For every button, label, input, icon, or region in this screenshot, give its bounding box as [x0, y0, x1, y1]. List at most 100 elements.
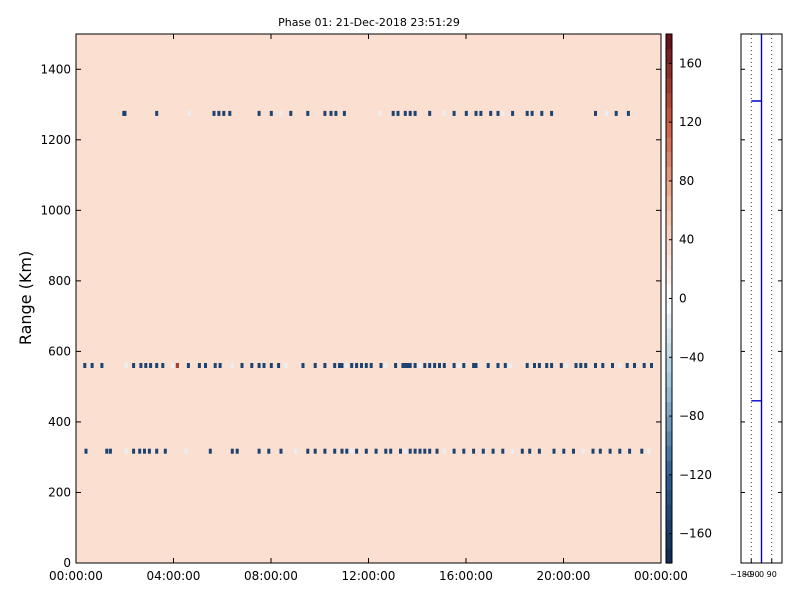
- heatmap-cell: [423, 363, 427, 368]
- heatmap-cell: [457, 363, 461, 368]
- heatmap-cell: [277, 363, 281, 368]
- heatmap-cell: [323, 448, 327, 454]
- colorbar-segment: [666, 342, 672, 358]
- colorbar-segment: [666, 401, 672, 417]
- heatmap-cell: [155, 363, 159, 368]
- colorbar-segment: [666, 180, 672, 197]
- heatmap-cell: [294, 448, 298, 454]
- colorbar-segment: [666, 239, 672, 255]
- heatmap-cell: [491, 448, 495, 454]
- y-tick-label: 600: [48, 344, 71, 358]
- heatmap-cell: [338, 363, 341, 368]
- heatmap-cell: [257, 363, 261, 368]
- colorbar-segment: [666, 313, 672, 329]
- colorbar-segment: [666, 136, 672, 153]
- heatmap-cell: [503, 363, 507, 368]
- heatmap-cell: [228, 110, 232, 116]
- heatmap-cell: [329, 110, 333, 116]
- colorbar-segment: [666, 210, 672, 226]
- heatmap-cell: [413, 448, 417, 454]
- heatmap-cell: [212, 110, 216, 116]
- heatmap-cell: [520, 448, 524, 454]
- colorbar-tick-label: −80: [679, 409, 704, 423]
- chart-title: Phase 01: 21-Dec-2018 23:51:29: [278, 16, 460, 29]
- heatmap-cell: [479, 110, 483, 116]
- heatmap-cell: [355, 448, 359, 454]
- heatmap-cell: [562, 448, 566, 454]
- heatmap-cell: [284, 363, 288, 368]
- heatmap-cell: [403, 110, 407, 116]
- colorbar-tick-label: 80: [679, 174, 694, 188]
- heatmap-cell: [333, 363, 337, 368]
- heatmap-cell: [423, 448, 427, 454]
- heatmap-cell: [403, 448, 407, 454]
- heatmap-cell: [508, 363, 512, 368]
- x-tick-label: 00:00:00: [49, 569, 103, 583]
- colorbar-segment: [666, 504, 672, 520]
- heatmap-cell: [530, 110, 534, 116]
- colorbar-segment: [666, 357, 672, 373]
- heatmap-cell: [559, 363, 563, 368]
- heatmap-cell: [147, 448, 151, 454]
- y-tick-label: 800: [48, 274, 71, 288]
- heatmap-cell: [257, 448, 261, 454]
- heatmap-cell: [217, 110, 221, 116]
- heatmap-cell: [240, 363, 244, 368]
- y-tick-label: 200: [48, 485, 71, 499]
- heatmap-cell: [511, 110, 515, 116]
- heatmap-cell: [132, 448, 136, 454]
- heatmap-cell: [501, 448, 505, 454]
- heatmap-cell: [108, 448, 112, 454]
- heatmap-cell: [364, 448, 368, 454]
- heatmap-cell: [642, 363, 646, 368]
- heatmap-cell: [428, 110, 432, 116]
- heatmap-cell: [496, 363, 500, 368]
- colorbar-tick-label: 0: [679, 292, 687, 306]
- heatmap-cell: [511, 448, 515, 454]
- heatmap-cell: [628, 448, 632, 454]
- heatmap-cell: [313, 363, 317, 368]
- heatmap-cell: [406, 363, 410, 368]
- heatmap-cell: [581, 448, 585, 454]
- colorbar-tick-label: −160: [679, 527, 712, 541]
- heatmap-cell: [550, 363, 554, 368]
- heatmap-cell: [340, 448, 344, 454]
- heatmap-cell: [144, 363, 148, 368]
- heatmap-cell: [626, 110, 630, 116]
- heatmap-cell: [408, 448, 412, 454]
- heatmap-cell: [640, 448, 644, 454]
- heatmap-cell: [389, 448, 393, 454]
- x-tick-label: 16:00:00: [439, 569, 493, 583]
- colorbar-segment: [666, 548, 672, 564]
- heatmap-cell: [496, 110, 500, 116]
- heatmap-cell: [184, 448, 188, 454]
- heatmap-cell: [486, 363, 490, 368]
- heatmap-cell: [452, 448, 456, 454]
- heatmap-cell: [435, 448, 439, 454]
- colorbar-segment: [666, 386, 672, 402]
- heatmap-cell: [163, 448, 167, 454]
- x-tick-label: 04:00:00: [147, 569, 201, 583]
- heatmap-cell: [601, 363, 605, 368]
- x-tick-label: 12:00:00: [342, 569, 396, 583]
- y-tick-label: 1000: [40, 203, 71, 217]
- heatmap-cell: [452, 363, 456, 368]
- heatmap-cell: [267, 448, 271, 454]
- colorbar-segment: [666, 327, 672, 344]
- heatmap-axes: 00:00:00 04:00:00 08:00:00 12:00:00 16:00:00…: [40, 34, 688, 583]
- heatmap-cell: [138, 448, 142, 454]
- heatmap-cell: [474, 110, 478, 116]
- colorbar-segment: [666, 489, 672, 505]
- heatmap-cell: [594, 363, 597, 368]
- colorbar-tick-label: 160: [679, 56, 702, 70]
- heatmap-cell: [428, 448, 432, 454]
- heatmap-cell: [355, 363, 359, 368]
- colorbar-segment: [666, 269, 672, 285]
- heatmap-cell: [574, 363, 578, 368]
- phase-x-tick-label: −180: [730, 570, 752, 579]
- colorbar-segment: [666, 225, 672, 241]
- heatmap-cell: [552, 448, 556, 454]
- x-tick-label: 00:00:00: [634, 569, 688, 583]
- colorbar-segment: [666, 78, 672, 94]
